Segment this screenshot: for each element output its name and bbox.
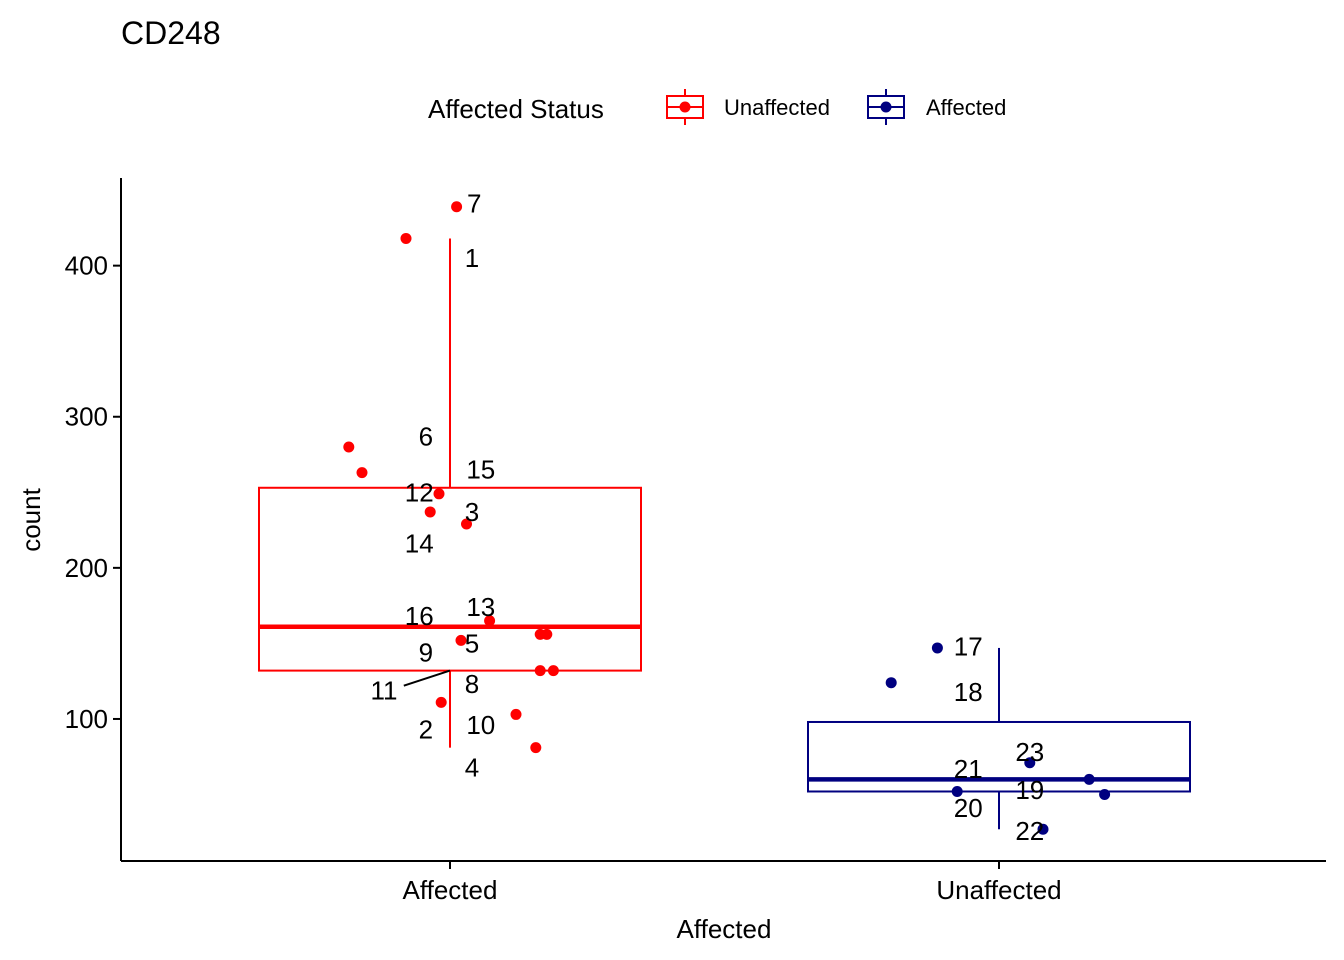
data-point — [885, 677, 897, 689]
data-point — [541, 628, 553, 640]
y-tick-label: 300 — [65, 402, 108, 432]
point-label: 1 — [465, 243, 479, 273]
y-tick-label: 400 — [65, 251, 108, 281]
data-point — [1024, 757, 1036, 769]
data-point — [400, 232, 412, 244]
x-axis-label: Affected — [677, 914, 772, 944]
point-label: 20 — [954, 793, 983, 823]
data-point — [1099, 789, 1111, 801]
data-point — [424, 506, 436, 518]
point-label: 15 — [466, 455, 495, 485]
point-label: 18 — [954, 677, 983, 707]
box-group-unaffected: 17 18 23 21 19 20 22 — [807, 631, 1191, 846]
legend-entry: Unaffected — [666, 89, 830, 125]
legend-entry: Affected — [867, 89, 1006, 125]
point-label: 14 — [405, 529, 434, 559]
data-point — [433, 488, 445, 500]
point-label: 13 — [466, 592, 495, 622]
x-axis-ticks: Affected Unaffected — [403, 861, 1062, 905]
legend: Affected Status Unaffected Affected — [428, 89, 1006, 125]
label-leader-line — [403, 669, 451, 687]
data-point — [356, 467, 368, 479]
point-label: 2 — [419, 715, 433, 745]
point-label: 17 — [954, 631, 983, 661]
legend-key-point — [679, 101, 691, 113]
x-tick-label: Unaffected — [936, 875, 1061, 905]
point-label: 7 — [467, 189, 481, 219]
data-point — [435, 696, 447, 708]
data-point — [451, 201, 463, 213]
point-label: 4 — [465, 752, 479, 782]
y-axis-label: count — [16, 487, 46, 551]
legend-entry-label: Unaffected — [724, 95, 830, 120]
point-label: 16 — [405, 601, 434, 631]
data-point — [530, 742, 542, 754]
point-label: 5 — [465, 628, 479, 658]
point-label: 21 — [954, 754, 983, 784]
data-point — [510, 708, 522, 720]
data-point — [931, 642, 943, 654]
point-label: 12 — [405, 477, 434, 507]
point-label: 8 — [465, 669, 479, 699]
data-point — [1037, 823, 1049, 835]
y-tick-label: 100 — [65, 704, 108, 734]
y-axis-ticks: 100 200 300 400 — [65, 251, 121, 734]
legend-entry-label: Affected — [926, 95, 1006, 120]
y-tick-label: 200 — [65, 553, 108, 583]
legend-key-point — [880, 101, 892, 113]
point-label: 22 — [1015, 816, 1044, 846]
point-label: 6 — [419, 421, 433, 451]
legend-title: Affected Status — [428, 94, 604, 124]
point-label: 11 — [371, 675, 398, 705]
point-label: 9 — [419, 637, 433, 667]
iqr-box — [807, 720, 1191, 793]
point-label: 23 — [1015, 737, 1044, 767]
point-label: 19 — [1015, 775, 1044, 805]
data-point — [951, 785, 963, 797]
data-point — [461, 518, 472, 530]
data-point — [484, 615, 496, 627]
data-point — [534, 665, 546, 677]
point-label: 10 — [466, 710, 495, 740]
data-point — [343, 441, 355, 453]
chart-title: CD248 — [121, 15, 221, 51]
x-tick-label: Affected — [403, 875, 498, 905]
data-point — [547, 665, 559, 677]
data-point — [455, 634, 467, 646]
data-point — [1083, 773, 1095, 785]
point-label: 3 — [465, 497, 479, 527]
